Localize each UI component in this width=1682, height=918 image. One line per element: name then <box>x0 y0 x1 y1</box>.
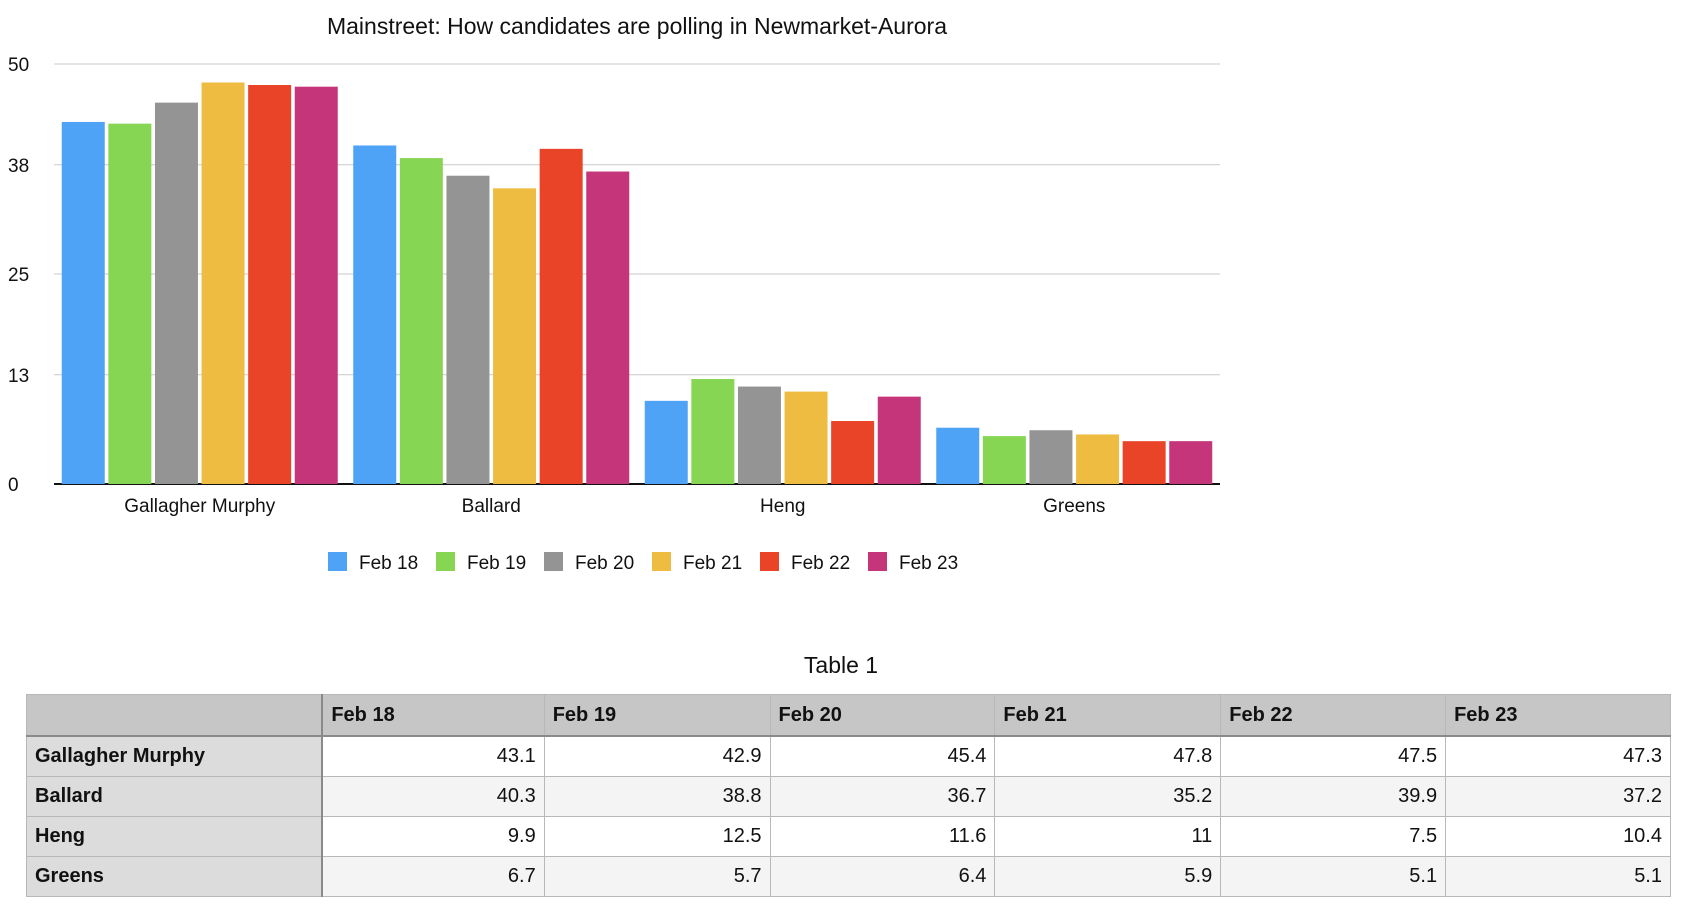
table-cell: 35.2 <box>994 776 1222 817</box>
y-tick-label: 50 <box>8 55 29 76</box>
row-header: Ballard <box>26 776 324 817</box>
bar <box>936 427 980 484</box>
bar <box>982 436 1026 484</box>
table-row: Greens 6.7 5.7 6.4 5.9 5.1 5.1 <box>26 856 1671 897</box>
bar <box>493 188 537 484</box>
x-category-label: Ballard <box>462 496 521 517</box>
table-row: Gallagher Murphy 43.1 42.9 45.4 47.8 47.… <box>26 735 1671 777</box>
bar <box>784 391 828 484</box>
bar <box>644 400 688 484</box>
table-cell: 47.8 <box>994 735 1222 777</box>
bar <box>154 102 198 484</box>
legend-swatch <box>436 552 455 571</box>
column-header: Feb 23 <box>1445 694 1671 737</box>
table-cell: 6.7 <box>321 856 545 897</box>
table-cell: 6.4 <box>769 856 996 897</box>
table-cell: 11.6 <box>769 816 996 857</box>
legend-swatch <box>328 552 347 571</box>
legend: Feb 18 Feb 19 Feb 20 Feb 21 Feb 22 Feb 23 <box>328 552 958 574</box>
table-cell: 36.7 <box>769 776 996 817</box>
legend-label: Feb 21 <box>683 553 742 574</box>
legend-swatch <box>868 552 887 571</box>
table-header-row: Feb 18 Feb 19 Feb 20 Feb 21 Feb 22 Feb 2… <box>26 694 1671 737</box>
table-cell: 43.1 <box>321 735 545 777</box>
table-cell: 37.2 <box>1445 776 1671 817</box>
table-cell: 10.4 <box>1445 816 1671 857</box>
x-category-label: Greens <box>1043 496 1105 517</box>
column-header: Feb 22 <box>1220 694 1447 737</box>
row-header: Heng <box>26 816 324 857</box>
bar-chart: Mainstreet: How candidates are polling i… <box>8 13 1220 574</box>
table-title: Table 1 <box>803 652 879 678</box>
y-tick-label: 38 <box>8 156 29 177</box>
bar <box>353 145 397 485</box>
table-cell: 9.9 <box>321 816 545 857</box>
table-cell: 47.3 <box>1445 735 1671 777</box>
chart-title: Mainstreet: How candidates are polling i… <box>327 13 947 39</box>
table-cell: 5.1 <box>1220 856 1447 897</box>
table-cell: 42.9 <box>543 735 771 777</box>
legend-label: Feb 22 <box>791 553 850 574</box>
column-header: Feb 18 <box>321 694 545 737</box>
bar <box>61 121 105 485</box>
table-corner-cell <box>26 694 324 737</box>
column-header: Feb 20 <box>769 694 996 737</box>
table-cell: 47.5 <box>1220 735 1447 777</box>
bar <box>586 171 630 484</box>
legend-swatch <box>652 552 671 571</box>
table-cell: 11 <box>994 816 1222 857</box>
bar <box>539 148 583 484</box>
legend-label: Feb 18 <box>359 553 418 574</box>
table-cell: 7.5 <box>1220 816 1447 857</box>
legend-label: Feb 23 <box>899 553 958 574</box>
data-table: Feb 18 Feb 19 Feb 20 Feb 21 Feb 22 Feb 2… <box>26 694 1671 897</box>
table-cell: 45.4 <box>769 735 996 777</box>
bar <box>1029 430 1073 484</box>
bar <box>691 379 735 484</box>
bar <box>248 85 292 484</box>
legend-label: Feb 19 <box>467 553 526 574</box>
bar <box>1122 441 1166 484</box>
y-tick-label: 0 <box>8 475 19 496</box>
bar <box>294 86 338 485</box>
table-cell: 5.7 <box>543 856 771 897</box>
legend-swatch <box>544 552 563 571</box>
y-tick-label: 25 <box>8 265 29 286</box>
bar <box>1169 441 1213 484</box>
table-cell: 40.3 <box>321 776 545 817</box>
column-header: Feb 21 <box>994 694 1222 737</box>
table-row: Heng 9.9 12.5 11.6 11 7.5 10.4 <box>26 816 1671 857</box>
legend-swatch <box>760 552 779 571</box>
column-header: Feb 19 <box>543 694 771 737</box>
table-cell: 5.1 <box>1445 856 1671 897</box>
bar <box>831 421 875 484</box>
bar <box>446 175 490 484</box>
table-cell: 12.5 <box>543 816 771 857</box>
table-cell: 38.8 <box>543 776 771 817</box>
table-row: Ballard 40.3 38.8 36.7 35.2 39.9 37.2 <box>26 776 1671 817</box>
legend-label: Feb 20 <box>575 553 634 574</box>
x-axis-categories: Gallagher Murphy Ballard Heng Greens <box>124 496 1105 517</box>
row-header: Gallagher Murphy <box>26 735 324 777</box>
x-category-label: Heng <box>760 496 805 517</box>
table-cell: 39.9 <box>1220 776 1447 817</box>
bar <box>108 123 152 484</box>
bar <box>737 386 781 484</box>
bars <box>61 82 1213 485</box>
y-tick-label: 13 <box>8 366 29 387</box>
bar <box>201 82 245 484</box>
table-cell: 5.9 <box>994 856 1222 897</box>
bar <box>877 396 921 484</box>
row-header: Greens <box>26 856 324 897</box>
x-category-label: Gallagher Murphy <box>124 496 276 517</box>
y-axis-ticks: 0 13 25 38 50 <box>8 55 29 496</box>
bar <box>399 158 443 484</box>
bar <box>1076 434 1120 484</box>
